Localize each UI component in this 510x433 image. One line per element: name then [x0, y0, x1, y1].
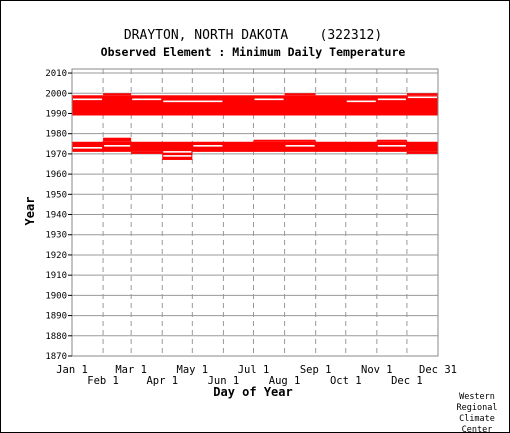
x-tick-label: Sep 1	[300, 364, 332, 376]
x-tick-label: Apr 1	[146, 375, 178, 387]
data-gap	[377, 145, 406, 147]
plot-border	[71, 68, 439, 357]
data-block	[72, 141, 438, 152]
data-gap	[346, 100, 376, 103]
y-tick-label: 1920	[45, 251, 67, 261]
data-gap	[132, 98, 162, 101]
data-block	[253, 139, 316, 142]
x-axis-label: Day of Year	[213, 385, 292, 399]
data-gap	[104, 145, 131, 147]
data-gap	[73, 147, 103, 149]
y-tick-label: 1930	[45, 231, 67, 241]
x-tick-label: Nov 1	[361, 364, 393, 376]
chart-title: DRAYTON, NORTH DAKOTA (322312)	[124, 28, 382, 43]
x-tick-label: Jun 1	[208, 375, 240, 387]
y-tick-label: 1970	[45, 150, 67, 160]
y-tick-label: 1960	[45, 170, 67, 180]
data-gap	[285, 145, 315, 147]
x-tick-label: Jul 1	[238, 364, 270, 376]
y-tick-label: 1980	[45, 130, 67, 140]
data-gap	[163, 155, 192, 157]
x-tick-label: May 1	[177, 364, 209, 376]
x-tick-label: Dec 31	[419, 364, 457, 376]
data-block	[284, 93, 316, 96]
y-tick-label: 1870	[45, 352, 67, 362]
y-tick-label: 1890	[45, 312, 67, 322]
data-block	[131, 151, 163, 154]
data-gap	[163, 100, 223, 103]
data-block	[103, 137, 132, 142]
x-tick-label: Oct 1	[330, 375, 362, 387]
data-block	[376, 139, 407, 142]
y-tick-label: 1910	[45, 271, 67, 281]
chart-subtitle: Observed Element : Minimum Daily Tempera…	[101, 45, 406, 59]
x-tick-label: Aug 1	[269, 375, 301, 387]
data-block	[72, 95, 438, 116]
credit-line-4: Center	[462, 425, 493, 433]
y-tick-label: 1940	[45, 211, 67, 221]
y-tick-label: 2010	[45, 69, 67, 79]
data-layer	[72, 93, 438, 160]
x-tick-label: Jan 1	[56, 364, 88, 376]
data-gap	[377, 98, 406, 101]
x-tick-label: Dec 1	[391, 375, 423, 387]
y-tick-label: 1880	[45, 332, 67, 342]
data-block	[103, 93, 132, 96]
axis-layer: 1870 1880 1890 1900 1910 1920 1930 1940 1950 1960…	[45, 68, 457, 387]
credit-line-1: Western	[459, 392, 495, 402]
data-gap	[254, 98, 284, 101]
data-gap	[407, 96, 437, 99]
x-tick-label: Mar 1	[115, 364, 147, 376]
credit-line-3: Climate	[459, 414, 495, 424]
data-gap	[163, 151, 192, 153]
data-gap	[193, 145, 223, 147]
x-tick-label: Feb 1	[87, 375, 119, 387]
y-axis-label: Year	[23, 197, 37, 226]
data-gap	[73, 98, 103, 101]
y-tick-label: 2000	[45, 89, 67, 99]
data-block	[406, 151, 438, 154]
y-tick-label: 1950	[45, 190, 67, 200]
credit-line-2: Regional	[457, 403, 498, 413]
y-tick-label: 1900	[45, 291, 67, 301]
y-tick-label: 1990	[45, 109, 67, 119]
data-block	[406, 93, 438, 96]
